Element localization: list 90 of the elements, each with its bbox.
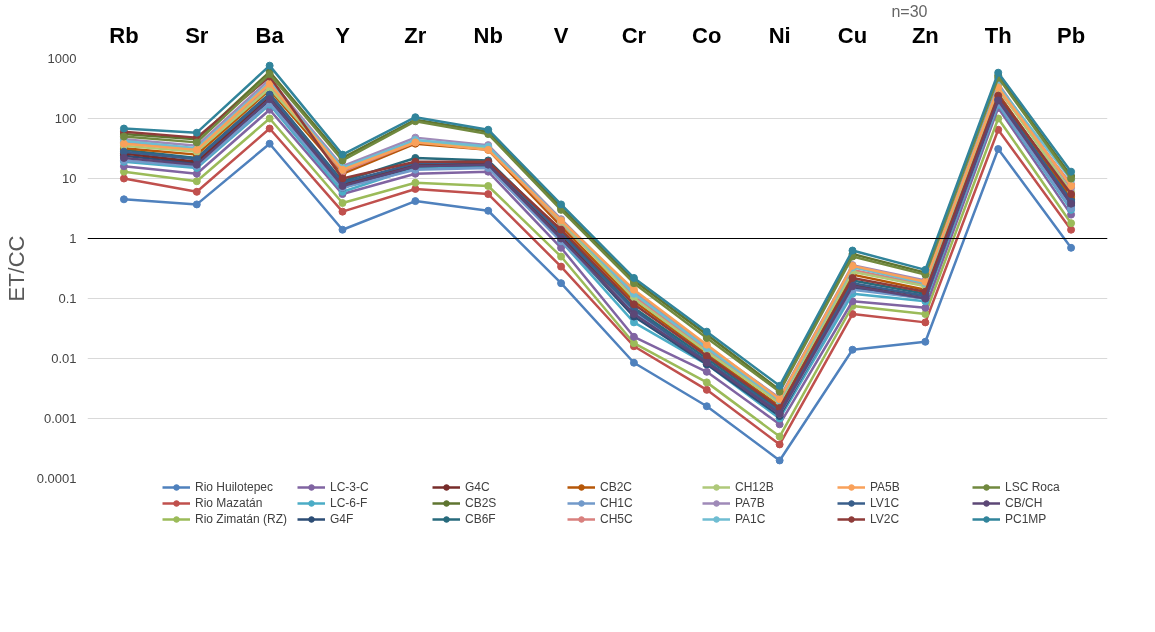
point	[921, 310, 930, 319]
x-tick-label: Cu	[837, 22, 868, 48]
legend-label: CB/CH	[1005, 496, 1044, 510]
y-tick-label: 10	[62, 171, 77, 186]
point	[119, 174, 128, 183]
point	[265, 114, 274, 123]
point	[484, 182, 493, 190]
x-tick-label: Pb	[1057, 22, 1086, 48]
point	[557, 252, 566, 261]
y-tick-label: 0.001	[43, 411, 77, 426]
point	[921, 318, 930, 327]
x-tick-label: Rb	[109, 22, 139, 48]
point	[775, 440, 784, 449]
y-tick-label: 100	[54, 111, 77, 126]
point	[994, 125, 1003, 134]
legend-label: Rio Huilotepec	[195, 480, 275, 494]
point	[629, 332, 638, 341]
point	[484, 190, 493, 199]
y-tick-label: 1	[69, 231, 77, 246]
point	[484, 206, 493, 215]
legend-label: LC-3-C	[330, 480, 370, 494]
legend-label: G4F	[330, 512, 355, 526]
y-axis-title: ET/CC	[3, 235, 29, 302]
x-tick-label: Cr	[621, 22, 647, 48]
x-tick-label: Zr	[404, 22, 427, 48]
legend-label: PC1MP	[1005, 512, 1048, 526]
text: n=30	[891, 2, 928, 20]
point	[702, 402, 711, 411]
point	[338, 199, 347, 208]
x-tick-label: Ni	[768, 22, 791, 48]
point	[702, 385, 711, 394]
point	[338, 225, 347, 234]
y-tick-label: 0.0001	[36, 471, 77, 486]
point	[702, 367, 711, 376]
point	[1067, 225, 1076, 234]
point	[775, 456, 784, 465]
x-tick-label: Th	[984, 22, 1012, 48]
point	[775, 432, 784, 441]
point	[921, 337, 930, 346]
point	[629, 358, 638, 367]
point	[702, 378, 711, 387]
point	[192, 177, 201, 186]
point	[411, 197, 420, 206]
x-tick-label: Co	[692, 22, 722, 48]
point	[921, 303, 930, 312]
x-tick-label: Ba	[255, 22, 285, 48]
x-tick-label: V	[553, 22, 569, 48]
point	[994, 114, 1003, 123]
legend-label: CH12B	[735, 480, 775, 494]
point	[119, 195, 128, 204]
point	[775, 381, 784, 390]
point	[848, 310, 857, 319]
point	[265, 124, 274, 133]
point	[1067, 167, 1076, 176]
point	[557, 279, 566, 288]
point	[265, 61, 274, 70]
legend-label: CH5C	[600, 512, 634, 526]
legend-label: CB2S	[465, 496, 498, 510]
x-tick-label: Y	[335, 22, 351, 48]
point	[1067, 219, 1076, 228]
point	[994, 145, 1003, 154]
x-tick-label: Sr	[185, 22, 209, 48]
legend-label: LV1C	[870, 496, 901, 510]
x-tick-label: Nb	[473, 22, 503, 48]
legend-label: LV2C	[870, 512, 901, 526]
legend-label: CB6F	[465, 512, 497, 526]
legend-label: Rio Mazatán	[195, 496, 264, 510]
point	[192, 200, 201, 209]
y-tick-label: 0.1	[58, 291, 77, 306]
point	[557, 262, 566, 271]
point	[338, 207, 347, 216]
legend-label: PA7B	[735, 496, 766, 510]
legend-label: Rio Zimatán (RZ)	[195, 512, 288, 526]
legend-label: LC-6-F	[330, 496, 369, 510]
legend-label: G4C	[465, 480, 491, 494]
legend-label: CH1C	[600, 496, 634, 510]
point	[411, 178, 420, 187]
y-tick-label: 1000	[47, 51, 77, 66]
point	[848, 345, 857, 354]
x-tick-label: Zn	[911, 22, 939, 48]
legend-label: LSC Roca	[1005, 480, 1061, 494]
point	[848, 246, 857, 255]
point	[192, 128, 201, 137]
legend-label: PA5B	[870, 480, 901, 494]
y-tick-label: 0.01	[51, 351, 77, 366]
legend-label: PA1C	[735, 512, 767, 526]
legend-label: CB2C	[600, 480, 633, 494]
point	[1067, 243, 1076, 252]
point	[192, 187, 201, 196]
point	[265, 139, 274, 148]
